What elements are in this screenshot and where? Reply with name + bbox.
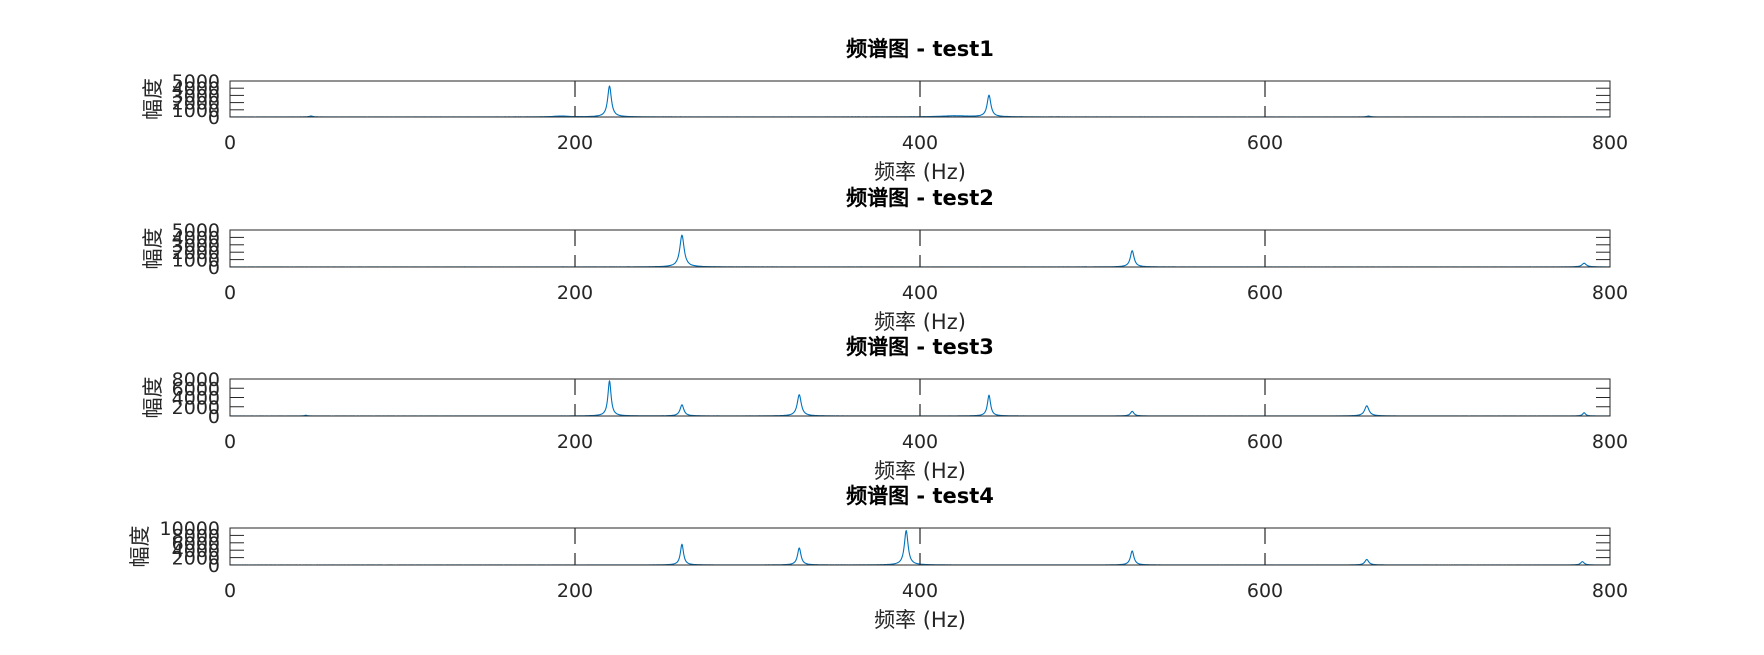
y-tick-label: 1000	[172, 100, 220, 122]
x-axis-label: 频率 (Hz)	[874, 459, 966, 483]
x-tick-label: 0	[224, 431, 236, 453]
y-tick-label: 6000	[172, 533, 220, 555]
x-axis-label: 频率 (Hz)	[874, 160, 966, 184]
x-tick-label: 200	[557, 282, 593, 304]
y-tick-label: 10000	[160, 518, 220, 540]
x-tick-label: 600	[1247, 580, 1283, 602]
x-tick-label: 800	[1592, 431, 1628, 453]
x-tick-label: 0	[224, 580, 236, 602]
y-tick-label: 4000	[172, 227, 220, 249]
y-tick-label: 8000	[172, 525, 220, 547]
y-tick-label: 3000	[172, 235, 220, 257]
chart-title: 频谱图 - test1	[846, 37, 994, 61]
x-axis-label: 频率 (Hz)	[874, 310, 966, 334]
chart-title: 频谱图 - test4	[846, 484, 994, 508]
y-tick-label: 2000	[172, 548, 220, 570]
y-axis-label: 幅度	[141, 228, 165, 270]
y-tick-label: 4000	[172, 78, 220, 100]
x-tick-label: 800	[1592, 580, 1628, 602]
y-tick-label: 4000	[172, 388, 220, 410]
x-tick-label: 400	[902, 132, 938, 154]
y-tick-label: 5000	[172, 71, 220, 93]
y-axis-label: 幅度	[141, 78, 165, 120]
x-tick-label: 600	[1247, 132, 1283, 154]
x-tick-label: 400	[902, 431, 938, 453]
y-tick-label: 0	[208, 107, 220, 129]
y-tick-label: 4000	[172, 540, 220, 562]
y-tick-label: 2000	[172, 93, 220, 115]
y-tick-label: 1000	[172, 250, 220, 272]
y-tick-label: 2000	[172, 397, 220, 419]
y-tick-label: 3000	[172, 85, 220, 107]
y-tick-label: 5000	[172, 220, 220, 242]
x-tick-label: 800	[1592, 132, 1628, 154]
x-tick-label: 200	[557, 580, 593, 602]
x-axis-label: 频率 (Hz)	[874, 608, 966, 632]
chart-title: 频谱图 - test3	[846, 335, 994, 359]
y-tick-label: 0	[208, 555, 220, 577]
x-tick-label: 800	[1592, 282, 1628, 304]
y-tick-label: 0	[208, 406, 220, 428]
y-tick-label: 8000	[172, 369, 220, 391]
y-tick-label: 6000	[172, 378, 220, 400]
x-tick-label: 400	[902, 282, 938, 304]
x-tick-label: 200	[557, 431, 593, 453]
x-tick-label: 600	[1247, 282, 1283, 304]
x-tick-label: 600	[1247, 431, 1283, 453]
x-tick-label: 200	[557, 132, 593, 154]
y-tick-label: 0	[208, 257, 220, 279]
y-tick-label: 2000	[172, 242, 220, 264]
x-tick-label: 0	[224, 282, 236, 304]
y-axis-label: 幅度	[141, 377, 165, 419]
chart-title: 频谱图 - test2	[846, 186, 994, 210]
y-axis-label: 幅度	[128, 526, 152, 568]
x-tick-label: 400	[902, 580, 938, 602]
x-tick-label: 0	[224, 132, 236, 154]
